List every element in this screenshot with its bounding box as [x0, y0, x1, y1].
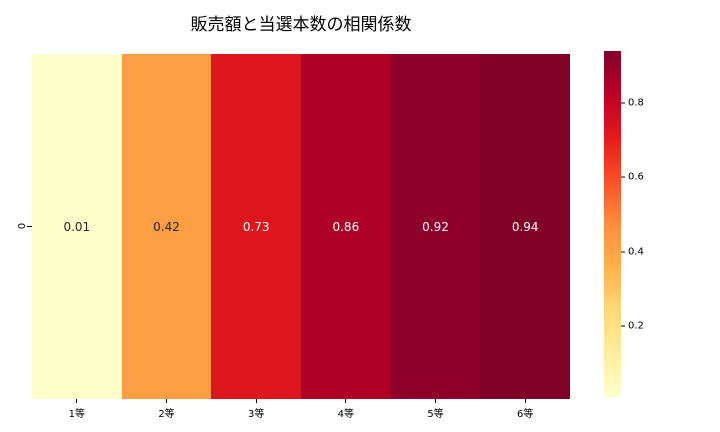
- chart-title: 販売額と当選本数の相関係数: [190, 15, 412, 35]
- colorbar-tick: 0.6: [621, 172, 644, 183]
- cell-value: 0.42: [153, 219, 180, 234]
- colorbar-tick-mark: [621, 251, 625, 253]
- cell-value: 0.73: [242, 219, 270, 234]
- x-tick-label: 6等: [517, 409, 534, 420]
- heatmap-cell: 0.92: [390, 54, 481, 399]
- colorbar-tick-mark: [621, 102, 625, 104]
- heatmap-cell: 0.73: [211, 54, 302, 399]
- x-tick-mark: [166, 399, 167, 403]
- x-tick-mark: [345, 399, 347, 403]
- y-axis-tick: [27, 226, 32, 227]
- heatmap-cell: 0.86: [301, 54, 391, 399]
- x-tick-mark: [76, 399, 78, 403]
- colorbar-tick-label: 0.4: [628, 246, 644, 258]
- x-axis-tick: 5等: [391, 399, 481, 420]
- colorbar-tick: 0.2: [621, 321, 644, 332]
- x-axis-tick: 1等: [32, 399, 122, 420]
- x-tick-label: 2等: [158, 409, 175, 420]
- x-axis-labels: 1等 2等 3等 4等 5等 6等: [32, 399, 570, 420]
- heatmap-cell: 0.42: [121, 54, 212, 399]
- x-axis-tick: 6等: [480, 399, 570, 420]
- y-axis-tick-label: 0: [15, 222, 26, 230]
- colorbar-tick-mark: [621, 176, 625, 178]
- x-axis-tick: 4等: [301, 399, 391, 420]
- colorbar-tick-mark: [621, 325, 625, 327]
- cell-value: 0.94: [511, 219, 539, 234]
- heatmap: 0.01 0.42 0.73 0.86 0.92 0.94: [32, 54, 571, 399]
- x-tick-mark: [435, 399, 437, 403]
- x-tick-mark: [524, 399, 526, 403]
- heatmap-cell: 0.94: [480, 54, 571, 399]
- x-tick-label: 3等: [247, 409, 265, 420]
- colorbar-tick-label: 0.2: [628, 320, 644, 332]
- cell-value: 0.86: [332, 219, 360, 234]
- x-axis-tick: 3等: [211, 399, 301, 420]
- cell-value: 0.01: [63, 219, 91, 234]
- colorbar-tick: 0.4: [621, 246, 644, 257]
- colorbar: 0.2 0.4 0.6 0.8: [604, 51, 644, 397]
- heatmap-cell: 0.01: [32, 54, 122, 399]
- cell-value: 0.92: [422, 219, 449, 234]
- x-tick-mark: [255, 399, 257, 403]
- x-tick-label: 4等: [337, 409, 355, 420]
- x-tick-label: 1等: [68, 409, 86, 420]
- x-tick-label: 5等: [427, 409, 444, 420]
- colorbar-tick-label: 0.8: [628, 97, 644, 109]
- colorbar-tick-label: 0.6: [628, 171, 644, 183]
- colorbar-tick: 0.8: [621, 98, 644, 109]
- x-axis-tick: 2等: [122, 399, 212, 420]
